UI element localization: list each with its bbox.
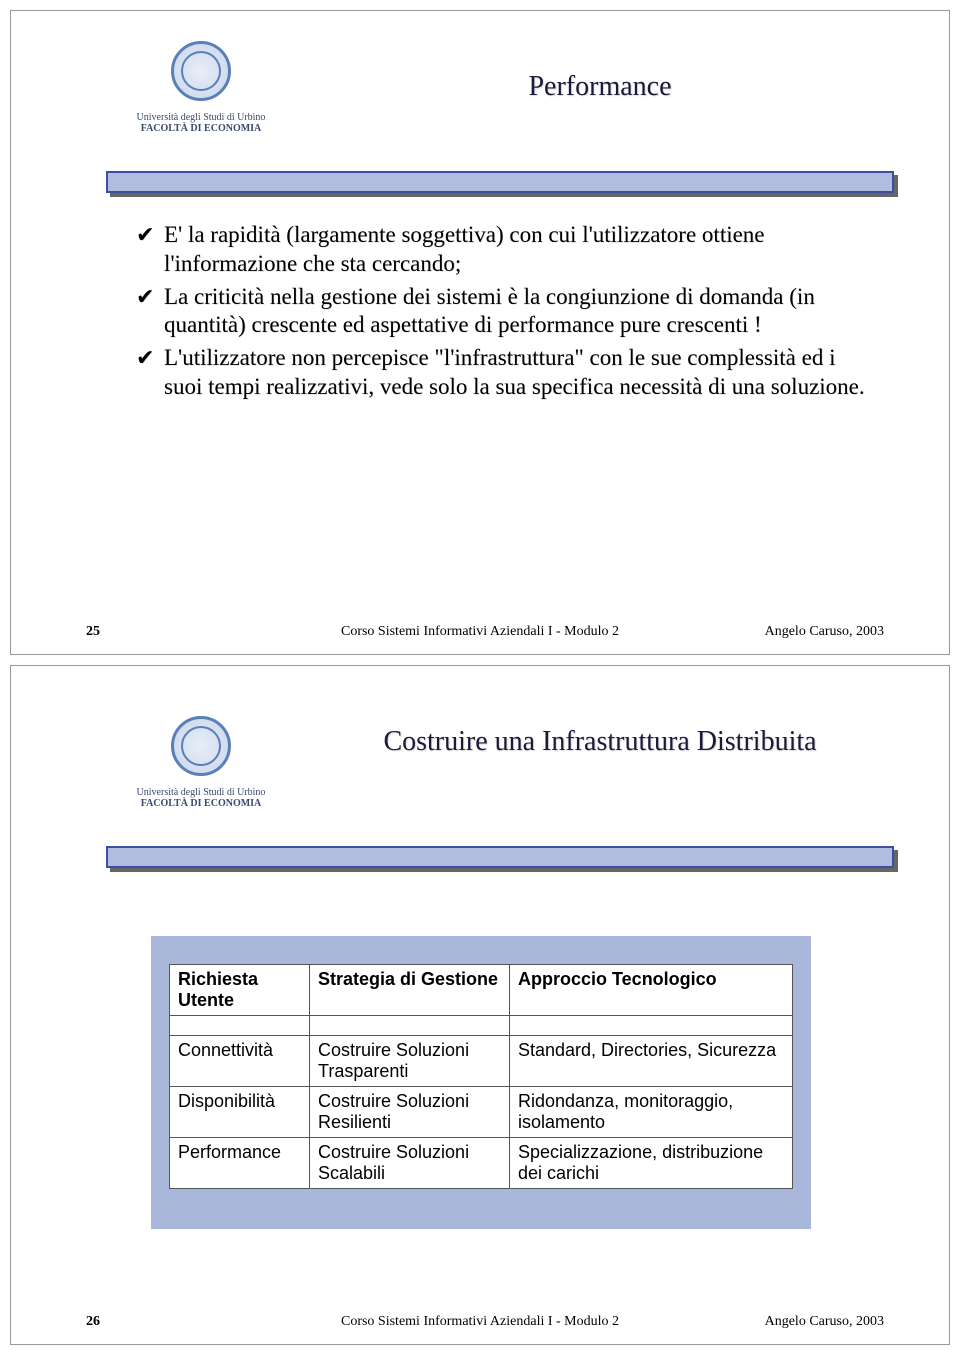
table-cell: Connettività	[170, 1036, 310, 1087]
table-cell: Ridondanza, monitoraggio, isolamento	[510, 1087, 793, 1138]
table-cell: Costruire Soluzioni Trasparenti	[310, 1036, 510, 1087]
author-year: Angelo Caruso, 2003	[765, 624, 884, 640]
university-seal-icon	[171, 41, 231, 101]
bullet-item: La criticità nella gestione dei sistemi …	[136, 283, 869, 341]
slide-title: Costruire una Infrastruttura Distribuita	[311, 726, 889, 758]
table-row: Disponibilità Costruire Soluzioni Resili…	[170, 1087, 793, 1138]
author-year: Angelo Caruso, 2003	[765, 1314, 884, 1330]
slide-performance: Università degli Studi di Urbino FACOLTÀ…	[10, 10, 950, 655]
table-row: Connettività Costruire Soluzioni Traspar…	[170, 1036, 793, 1087]
table-header: Approccio Tecnologico	[510, 965, 793, 1016]
faculty-name: FACOLTÀ DI ECONOMIA	[111, 123, 291, 134]
bullet-item: L'utilizzatore non percepisce "l'infrast…	[136, 344, 869, 402]
university-name: Università degli Studi di Urbino	[111, 112, 291, 123]
slide-title: Performance	[311, 71, 889, 103]
title-bar	[106, 171, 894, 193]
infrastructure-table: Richiesta Utente Strategia di Gestione A…	[169, 964, 793, 1189]
table-header-row: Richiesta Utente Strategia di Gestione A…	[170, 965, 793, 1016]
logo-block: Università degli Studi di Urbino FACOLTÀ…	[111, 716, 291, 809]
bullet-list: E' la rapidità (largamente soggettiva) c…	[136, 221, 869, 406]
table-cell: Performance	[170, 1138, 310, 1189]
logo-block: Università degli Studi di Urbino FACOLTÀ…	[111, 41, 291, 134]
table-cell: Specializzazione, distribuzione dei cari…	[510, 1138, 793, 1189]
table-row: Performance Costruire Soluzioni Scalabil…	[170, 1138, 793, 1189]
university-seal-icon	[171, 716, 231, 776]
slide-infrastructure: Università degli Studi di Urbino FACOLTÀ…	[10, 665, 950, 1345]
table-cell: Standard, Directories, Sicurezza	[510, 1036, 793, 1087]
table-cell: Costruire Soluzioni Scalabili	[310, 1138, 510, 1189]
table-cell: Disponibilità	[170, 1087, 310, 1138]
bullet-item: E' la rapidità (largamente soggettiva) c…	[136, 221, 869, 279]
infrastructure-table-wrap: Richiesta Utente Strategia di Gestione A…	[151, 936, 811, 1229]
table-header: Richiesta Utente	[170, 965, 310, 1016]
table-spacer	[170, 1016, 793, 1036]
table-header: Strategia di Gestione	[310, 965, 510, 1016]
title-bar	[106, 846, 894, 868]
table-cell: Costruire Soluzioni Resilienti	[310, 1087, 510, 1138]
faculty-name: FACOLTÀ DI ECONOMIA	[111, 798, 291, 809]
university-name: Università degli Studi di Urbino	[111, 787, 291, 798]
